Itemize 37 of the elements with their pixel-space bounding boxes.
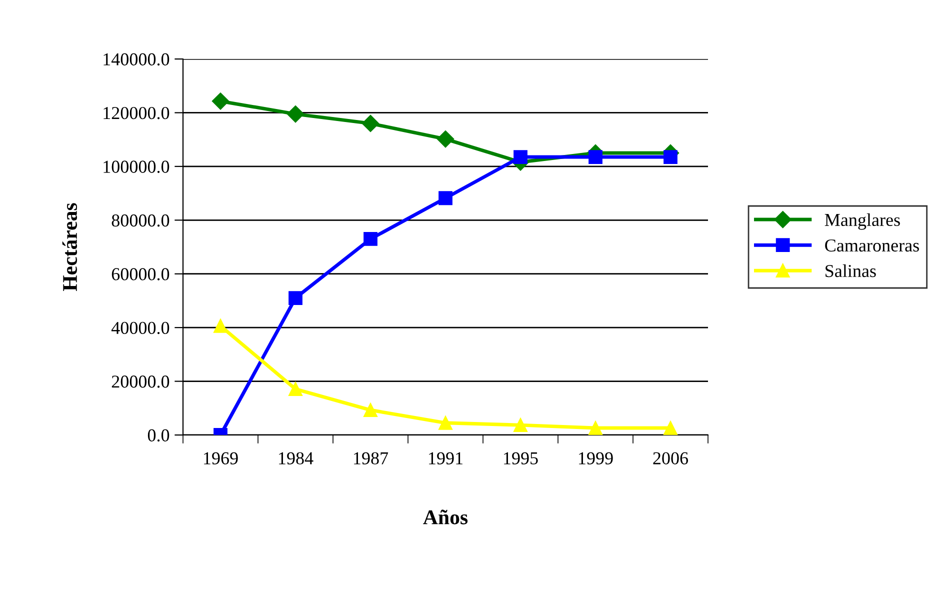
legend-label: Manglares: [824, 213, 900, 230]
point: [364, 403, 378, 417]
y-axis-title: Hectáreas: [62, 203, 78, 291]
point: [514, 150, 528, 164]
x-axis-title: Años: [423, 510, 468, 524]
legend-label: Salinas: [826, 264, 876, 278]
x-tick-label: 1969: [204, 452, 238, 464]
x-tick-label: 1999: [579, 452, 613, 464]
point: [286, 106, 304, 123]
point: [288, 382, 302, 396]
point: [514, 418, 528, 432]
y-tick-label: 20000.0: [112, 376, 170, 388]
x-tick-label: 1987: [354, 452, 388, 464]
point: [588, 421, 602, 435]
x-tick-label: 1991: [429, 452, 462, 464]
point: [664, 150, 678, 164]
point: [212, 92, 230, 110]
y-tick-label: 100000.0: [104, 160, 170, 173]
point: [438, 191, 452, 206]
x-tick-label: 1995: [504, 452, 538, 464]
point: [288, 291, 302, 305]
point: [364, 232, 378, 246]
y-tick-label: 60000.0: [112, 268, 170, 280]
y-tick-label: 120000.0: [104, 106, 170, 120]
point: [588, 150, 602, 164]
point: [436, 130, 454, 148]
x-tick-label: 2006: [653, 452, 688, 464]
point: [362, 114, 380, 132]
point: [214, 319, 228, 333]
y-tick-label: 80000.0: [112, 214, 170, 227]
y-tick-label: 0.0: [148, 429, 170, 442]
point: [438, 416, 452, 430]
legend-label: Camaroneras: [825, 239, 919, 252]
x-tick-label: 1984: [279, 452, 314, 464]
y-tick-label: 140000.0: [104, 53, 170, 66]
y-tick-label: 40000.0: [111, 322, 170, 334]
point: [664, 421, 678, 435]
